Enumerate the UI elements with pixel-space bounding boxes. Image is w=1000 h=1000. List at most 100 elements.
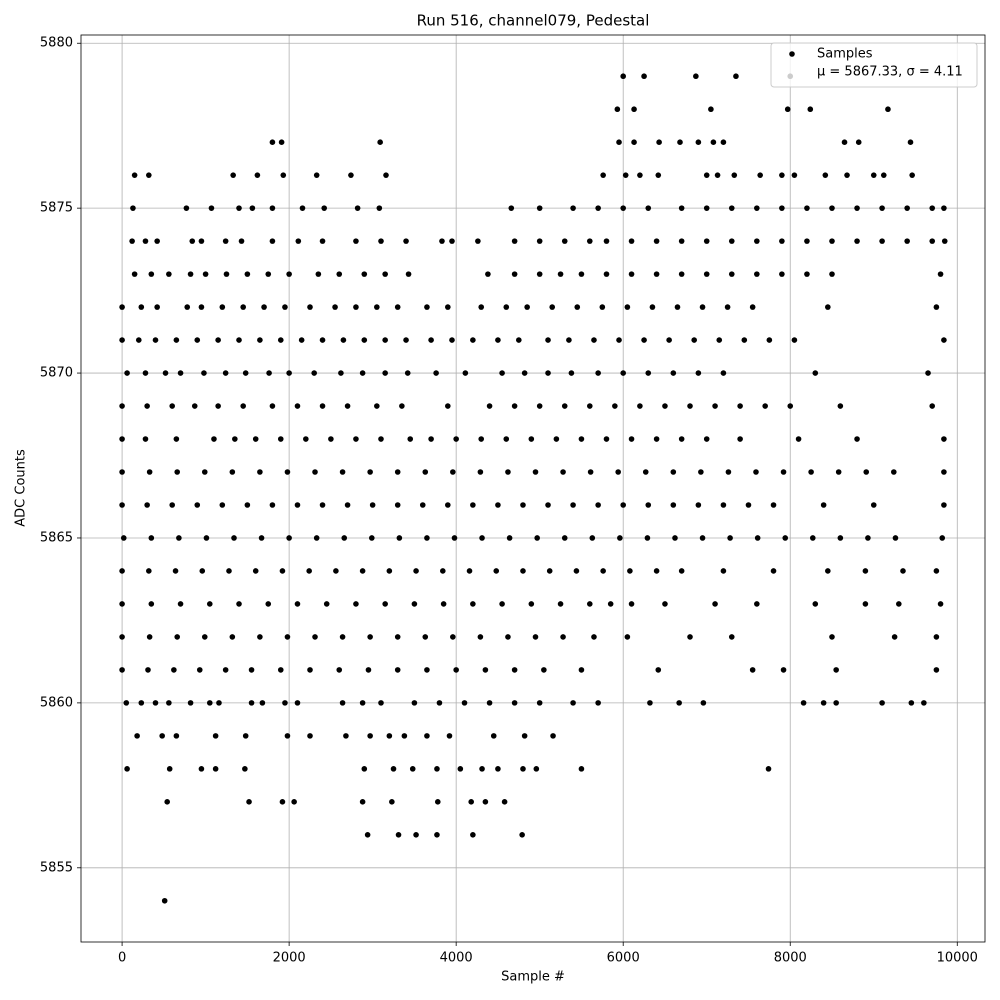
point <box>303 436 309 442</box>
point <box>528 436 535 442</box>
point <box>378 700 384 706</box>
point <box>628 601 635 607</box>
point <box>166 700 172 706</box>
point <box>862 568 869 574</box>
point <box>119 304 125 310</box>
point <box>257 634 263 640</box>
x-tick-label: 0 <box>118 951 126 966</box>
point <box>520 568 526 574</box>
point <box>196 667 203 673</box>
point <box>294 403 301 409</box>
y-tick-label: 5855 <box>40 860 73 875</box>
point <box>545 502 551 508</box>
point <box>236 205 242 211</box>
legend-label: Samples <box>817 47 873 62</box>
point <box>222 370 229 376</box>
point <box>232 436 238 442</box>
point <box>712 403 718 409</box>
point <box>142 436 149 442</box>
point <box>678 238 685 244</box>
point <box>338 370 344 376</box>
point <box>662 601 668 607</box>
point <box>382 370 388 376</box>
point <box>545 337 551 343</box>
point <box>670 370 677 376</box>
y-tick-label: 5870 <box>40 366 73 381</box>
point <box>808 469 814 475</box>
point <box>511 271 518 277</box>
point <box>144 403 150 409</box>
point <box>199 568 206 574</box>
point <box>695 502 702 508</box>
point <box>904 238 910 244</box>
point <box>198 304 205 310</box>
point <box>727 535 733 541</box>
point <box>570 502 576 508</box>
point <box>478 436 485 442</box>
point <box>374 304 380 310</box>
point <box>382 337 388 343</box>
legend-note: μ = 5867.33, σ = 4.11 <box>817 65 963 80</box>
point <box>553 436 560 442</box>
point <box>252 436 259 442</box>
legend: Samples μ = 5867.33, σ = 4.11 <box>770 42 978 88</box>
point <box>206 601 213 607</box>
point <box>591 337 597 343</box>
point <box>174 634 181 640</box>
point <box>359 568 366 574</box>
point <box>336 271 343 277</box>
point <box>344 403 351 409</box>
point <box>144 502 150 508</box>
point <box>941 469 947 475</box>
point <box>720 370 727 376</box>
point <box>294 700 301 706</box>
point <box>246 799 252 805</box>
point <box>394 502 401 508</box>
point <box>470 832 476 838</box>
point <box>787 403 794 409</box>
point <box>841 139 848 145</box>
point <box>229 634 236 640</box>
point <box>189 238 196 244</box>
y-axis-label: ADC Counts <box>14 449 29 527</box>
point <box>242 733 249 739</box>
point <box>929 238 936 244</box>
point <box>570 205 576 211</box>
point <box>169 502 176 508</box>
point <box>807 106 814 113</box>
point <box>244 271 251 277</box>
point <box>762 403 768 409</box>
point <box>795 436 802 442</box>
point <box>378 436 384 442</box>
point <box>294 601 301 607</box>
point <box>403 238 409 244</box>
point <box>343 733 349 739</box>
point <box>174 469 181 475</box>
point <box>854 238 860 244</box>
point <box>545 370 551 376</box>
point <box>424 535 430 541</box>
point <box>390 766 397 772</box>
point <box>279 799 286 805</box>
point <box>812 601 819 607</box>
point <box>280 172 287 178</box>
y-tick-label: 5880 <box>40 36 73 51</box>
point <box>620 205 626 211</box>
point <box>231 535 237 541</box>
point <box>595 205 601 211</box>
point <box>341 535 348 541</box>
y-tick-label: 5865 <box>40 530 73 545</box>
point <box>745 502 752 508</box>
point <box>566 337 572 343</box>
point <box>720 502 727 508</box>
point <box>708 106 714 113</box>
x-tick-label: 2000 <box>273 951 306 966</box>
point <box>269 205 276 211</box>
point <box>194 337 201 343</box>
point <box>405 271 412 277</box>
point <box>119 502 125 508</box>
point <box>676 700 682 706</box>
point <box>319 502 326 508</box>
